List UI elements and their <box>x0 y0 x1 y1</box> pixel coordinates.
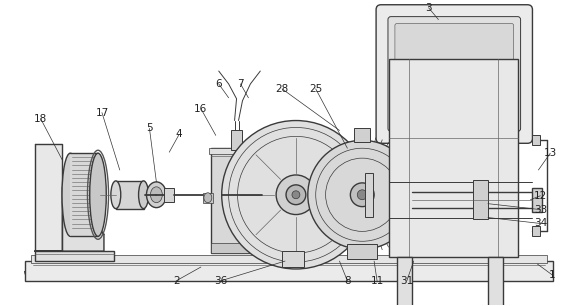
Ellipse shape <box>90 153 106 236</box>
Text: 36: 36 <box>214 276 227 286</box>
Ellipse shape <box>286 185 306 205</box>
Text: 31: 31 <box>400 276 413 286</box>
Text: 8: 8 <box>344 276 351 286</box>
Bar <box>532 226 540 236</box>
Ellipse shape <box>150 187 162 203</box>
Text: 3: 3 <box>425 3 432 13</box>
Bar <box>71 153 98 236</box>
Bar <box>116 181 143 209</box>
Bar <box>211 243 262 253</box>
Text: 4: 4 <box>176 129 183 140</box>
Text: 18: 18 <box>34 114 47 124</box>
Bar <box>164 188 174 202</box>
Ellipse shape <box>111 181 121 209</box>
Text: 11: 11 <box>370 276 384 286</box>
Ellipse shape <box>276 175 316 215</box>
Bar <box>532 135 540 145</box>
FancyBboxPatch shape <box>376 5 532 143</box>
Bar <box>488 257 503 306</box>
Ellipse shape <box>139 181 149 209</box>
Bar <box>347 244 377 259</box>
Bar <box>31 255 547 263</box>
Bar <box>203 193 213 203</box>
Bar <box>35 251 114 261</box>
Bar <box>354 129 370 142</box>
Ellipse shape <box>222 121 370 269</box>
Ellipse shape <box>146 182 166 208</box>
Text: 28: 28 <box>276 84 288 94</box>
Bar <box>473 180 488 219</box>
Text: 34: 34 <box>533 218 547 229</box>
Text: 33: 33 <box>533 205 547 215</box>
Bar <box>282 251 304 267</box>
Bar <box>211 148 262 253</box>
Text: 17: 17 <box>95 108 109 118</box>
Polygon shape <box>35 188 104 251</box>
Bar <box>231 130 243 150</box>
Text: 7: 7 <box>237 79 244 89</box>
Ellipse shape <box>350 183 374 207</box>
Text: 5: 5 <box>146 123 153 133</box>
Ellipse shape <box>62 153 79 236</box>
Ellipse shape <box>204 193 212 203</box>
Bar <box>397 257 412 306</box>
Bar <box>389 59 518 257</box>
Bar <box>25 261 553 281</box>
Bar <box>365 173 373 217</box>
Text: 25: 25 <box>309 84 323 94</box>
Bar <box>532 188 542 211</box>
Text: 2: 2 <box>173 276 180 286</box>
Ellipse shape <box>357 190 367 200</box>
Polygon shape <box>35 144 62 251</box>
Bar <box>209 148 264 154</box>
Ellipse shape <box>292 191 300 199</box>
Text: 13: 13 <box>544 148 557 158</box>
Text: 12: 12 <box>533 191 547 201</box>
Text: 6: 6 <box>216 79 222 89</box>
Text: 1: 1 <box>549 270 555 280</box>
FancyBboxPatch shape <box>395 24 514 125</box>
Ellipse shape <box>308 140 417 249</box>
Text: 16: 16 <box>194 104 208 114</box>
FancyBboxPatch shape <box>388 17 521 131</box>
